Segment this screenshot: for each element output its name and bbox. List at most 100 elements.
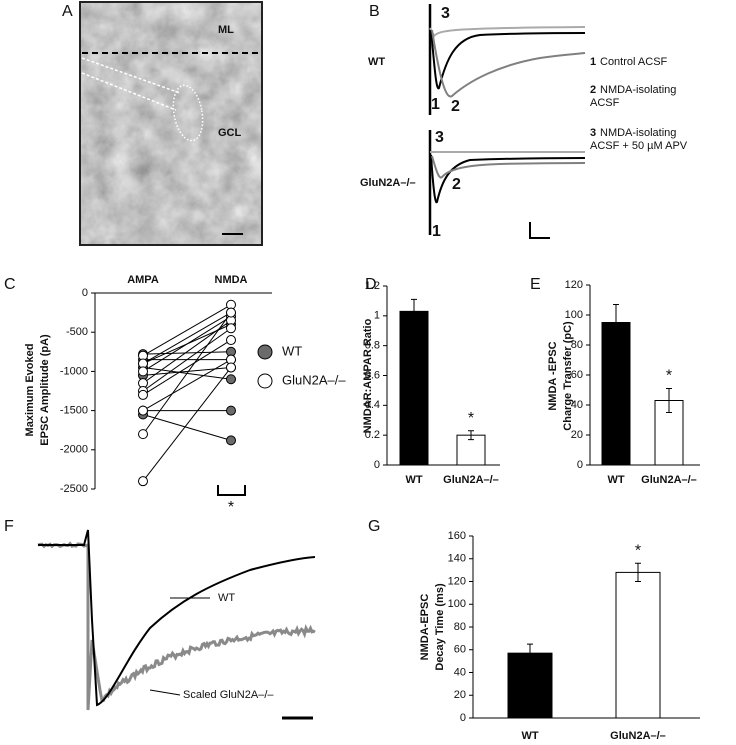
error-bar (411, 298, 417, 324)
y-axis-label: EPSC Amplitude (pA) (39, 334, 51, 446)
trace-number: 3 (441, 5, 450, 22)
legend-marker (257, 344, 273, 360)
y-tick-label: -1000 (60, 365, 88, 377)
panel-a: A ML GCL (62, 1, 263, 246)
error-bar (635, 562, 641, 582)
panel-letter: F (4, 518, 14, 535)
bar (615, 571, 661, 719)
x-tick-label: GluN2A–/– (443, 474, 499, 486)
trace (431, 155, 586, 179)
y-tick-label: 60 (454, 644, 466, 656)
point (226, 323, 236, 334)
panel-letter: D (365, 276, 377, 293)
legend-label: WT (282, 343, 302, 358)
y-axis-label: Decay Time (ms) (434, 583, 446, 671)
y-tick-label: 40 (571, 399, 583, 411)
trace-label: WT (218, 592, 235, 604)
significance-bracket (217, 485, 246, 496)
trace (429, 26, 586, 38)
panel-letter: A (62, 3, 73, 20)
annotation: * (666, 368, 672, 385)
trace (430, 154, 586, 204)
pair-line (142, 312, 232, 364)
trace (431, 29, 586, 98)
pair-line (142, 414, 232, 441)
point (138, 429, 148, 440)
micrograph (80, 2, 262, 245)
trace-number: 3 (435, 129, 444, 146)
trace-number: 1 (431, 96, 440, 113)
x-tick-label: AMPA (127, 274, 159, 286)
y-tick-label: 0.4 (365, 399, 380, 411)
cell-outline (172, 84, 204, 142)
legend-text: Control ACSF (600, 56, 668, 68)
point (138, 366, 148, 377)
legend-text: ACSF + 50 µM APV (590, 140, 688, 152)
row-label: WT (368, 56, 385, 68)
y-axis-label: Charge Transfer (pC) (562, 321, 574, 431)
y-tick-label: 1.2 (365, 280, 380, 292)
y-tick-label: 80 (454, 621, 466, 633)
panel-letter: E (530, 276, 541, 293)
y-tick-label: 40 (454, 666, 466, 678)
x-tick-label: WT (521, 730, 538, 742)
trace (38, 529, 316, 707)
y-tick-label: 1 (374, 310, 380, 322)
point (138, 389, 148, 400)
trace-label: Scaled GluN2A–/– (183, 689, 274, 701)
y-tick-label: 0 (374, 459, 380, 471)
pair-line (142, 367, 232, 482)
trace-number: 2 (452, 176, 461, 193)
y-tick-label: 120 (448, 575, 466, 587)
pair-line (142, 304, 232, 357)
y-tick-label: -1500 (60, 405, 88, 417)
annotation: * (228, 499, 234, 516)
legend-marker (257, 373, 273, 389)
image-border (79, 1, 263, 246)
pair-line (142, 316, 232, 372)
trace-number: 2 (451, 98, 460, 115)
y-tick-label: 100 (448, 598, 466, 610)
y-tick-label: 0 (577, 459, 583, 471)
panel-b: B WT 3 1 2 GluN2A–/– 3 2 1 1 Control ACS… (360, 3, 688, 240)
x-tick-label: GluN2A–/– (641, 474, 697, 486)
legend-label: GluN2A–/– (282, 372, 346, 387)
region-label: ML (218, 24, 234, 36)
pair-line (142, 359, 232, 412)
y-tick-label: 20 (571, 429, 583, 441)
panel-letter: B (369, 3, 380, 20)
y-axis-label: NMDAR:AMPAR Ratio (362, 318, 374, 433)
bar (601, 322, 631, 466)
error-bar (666, 388, 672, 413)
panel-f: F WT Scaled GluN2A–/– (4, 518, 316, 720)
pair-line (142, 320, 232, 384)
y-tick-label: 100 (565, 309, 583, 321)
x-tick-label: WT (607, 474, 624, 486)
y-tick-label: 0.2 (365, 429, 380, 441)
legend-number: 3 (590, 127, 596, 139)
bar (399, 310, 429, 466)
pair-line (142, 366, 232, 376)
annotation: * (635, 543, 641, 560)
y-tick-label: 140 (448, 553, 466, 565)
y-tick-label: 120 (565, 279, 583, 291)
point (138, 476, 148, 487)
y-axis-label: Maximum Evoked (24, 344, 36, 437)
x-tick-label: WT (405, 474, 422, 486)
panel-letter: C (4, 276, 16, 293)
point (226, 362, 236, 373)
trace (430, 29, 586, 90)
x-tick-label: NMDA (215, 274, 248, 286)
point (226, 307, 236, 318)
legend-number: 2 (590, 84, 596, 96)
y-tick-label: -500 (66, 326, 88, 338)
row-label: GluN2A–/– (360, 177, 416, 189)
legend-text: NMDA-isolating (600, 127, 676, 139)
point (138, 405, 148, 416)
point (226, 405, 236, 416)
trace-number: 1 (432, 223, 441, 240)
y-tick-label: -2500 (60, 483, 88, 495)
point (226, 374, 236, 385)
error-bar (613, 304, 619, 341)
